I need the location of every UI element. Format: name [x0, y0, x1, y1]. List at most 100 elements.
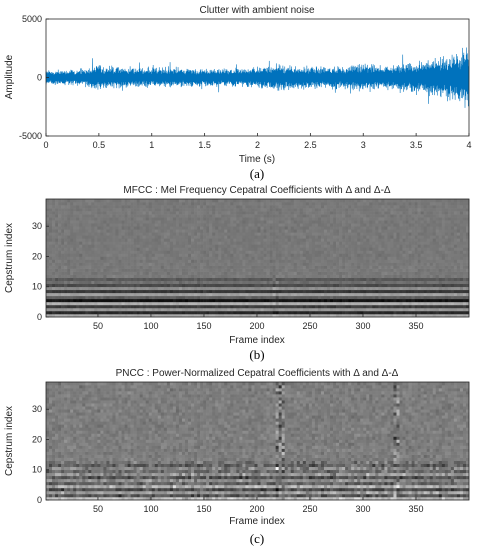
heatmap-cell: [275, 310, 279, 315]
heatmap-cell: [387, 208, 391, 212]
heatmap-cell: [224, 307, 228, 312]
heatmap-cell: [323, 229, 328, 233]
heatmap-cell: [151, 214, 156, 218]
heatmap-cell: [188, 274, 192, 278]
heatmap-cell: [200, 289, 204, 294]
heatmap-cell: [357, 298, 361, 303]
heatmap-cell: [46, 265, 50, 269]
heatmap-cell: [396, 205, 400, 209]
heatmap-cell: [342, 259, 346, 263]
heatmap-cell: [257, 244, 261, 248]
heatmap-cell: [151, 292, 156, 297]
heatmap-cell: [333, 313, 337, 318]
heatmap-cell: [342, 247, 346, 251]
heatmap-cell: [52, 256, 56, 260]
heatmap-cell: [242, 310, 246, 315]
heatmap-cell: [360, 286, 364, 291]
heatmap-cell: [163, 229, 168, 233]
heatmap-cell: [97, 274, 101, 278]
heatmap-cell: [263, 295, 267, 300]
heatmap-cell: [354, 208, 358, 212]
heatmap-cell: [384, 274, 388, 278]
heatmap-cell: [299, 310, 304, 315]
heatmap-cell: [317, 286, 322, 291]
heatmap-cell: [106, 241, 110, 245]
heatmap-cell: [46, 271, 50, 275]
heatmap-cell: [417, 283, 421, 288]
heatmap-cell: [103, 208, 107, 212]
heatmap-cell: [308, 199, 313, 203]
heatmap-cell: [166, 307, 171, 312]
heatmap-cell: [342, 226, 346, 230]
heatmap-cell: [163, 247, 168, 251]
heatmap-cell: [106, 253, 110, 257]
heatmap-cell: [287, 250, 292, 254]
heatmap-cell: [46, 232, 50, 236]
heatmap-cell: [417, 241, 421, 245]
heatmap-cell: [67, 292, 71, 297]
heatmap-cell: [242, 295, 246, 300]
heatmap-cell: [67, 277, 71, 281]
heatmap-cell: [302, 205, 307, 209]
heatmap-cell: [64, 277, 68, 281]
heatmap-cell: [330, 238, 334, 242]
heatmap-cell: [281, 211, 285, 215]
heatmap-cell: [333, 274, 337, 278]
heatmap-cell: [61, 205, 65, 209]
heatmap-cell: [109, 304, 113, 309]
heatmap-cell: [311, 247, 316, 251]
heatmap-cell: [172, 259, 177, 263]
heatmap-cell: [206, 292, 210, 297]
heatmap-cell: [97, 238, 101, 242]
heatmap-cell: [160, 289, 165, 294]
heatmap-cell: [245, 256, 249, 260]
heatmap-cell: [115, 214, 119, 218]
heatmap-cell: [130, 202, 134, 206]
heatmap-cell: [266, 268, 270, 272]
heatmap-cell: [408, 283, 412, 288]
heatmap-cell: [317, 301, 322, 306]
heatmap-cell: [405, 307, 409, 312]
heatmap-cell: [82, 241, 86, 245]
heatmap-cell: [272, 229, 276, 233]
heatmap-cell: [194, 265, 198, 269]
heatmap-cell: [163, 289, 168, 294]
heatmap-cell: [396, 298, 400, 303]
heatmap-cell: [233, 250, 237, 254]
heatmap-cell: [372, 208, 376, 212]
heatmap-cell: [281, 220, 285, 224]
heatmap-cell: [79, 259, 83, 263]
heatmap-cell: [115, 205, 119, 209]
heatmap-cell: [372, 223, 376, 227]
heatmap-cell: [278, 304, 282, 309]
heatmap-cell: [73, 202, 77, 206]
heatmap-cell: [221, 229, 225, 233]
heatmap-cell: [188, 250, 192, 254]
heatmap-cell: [387, 289, 391, 294]
heatmap-cell: [339, 271, 343, 275]
heatmap-cell: [94, 265, 98, 269]
heatmap-cell: [203, 232, 207, 236]
heatmap-cell: [260, 205, 264, 209]
heatmap-cell: [55, 271, 59, 275]
heatmap-cell: [281, 307, 285, 312]
heatmap-cell: [420, 259, 424, 263]
heatmap-cell: [405, 289, 409, 294]
heatmap-cell: [148, 307, 153, 312]
heatmap-cell: [296, 262, 301, 266]
heatmap-cell: [49, 253, 53, 257]
heatmap-cell: [242, 232, 246, 236]
heatmap-cell: [239, 313, 243, 318]
heatmap-cell: [200, 283, 204, 288]
heatmap-cell: [79, 304, 83, 309]
heatmap-cell: [336, 307, 340, 312]
heatmap-cell: [381, 262, 385, 266]
heatmap-cell: [73, 244, 77, 248]
heatmap-cell: [230, 214, 234, 218]
heatmap-cell: [242, 289, 246, 294]
heatmap-cell: [308, 298, 313, 303]
heatmap-cell: [396, 265, 400, 269]
heatmap-cell: [296, 313, 301, 318]
heatmap-cell: [342, 211, 346, 215]
heatmap-cell: [378, 259, 382, 263]
